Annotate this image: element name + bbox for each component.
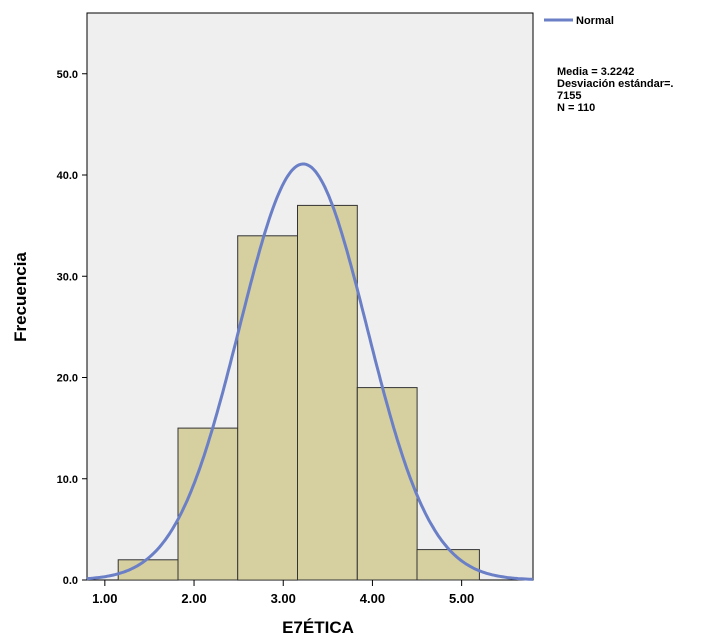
normal-curve-line <box>86 162 534 581</box>
histogram-bar-4 <box>297 204 358 581</box>
legend-normal-label: Normal <box>576 15 614 27</box>
x-axis-label: E7ÉTICA <box>282 618 354 637</box>
stat-n: N = 110 <box>557 102 595 114</box>
y-axis: 0.0 10.0 20.0 30.0 40.0 50.0 <box>57 69 87 587</box>
y-tick-label: 50.0 <box>57 69 78 81</box>
y-tick-label: 0.0 <box>63 575 78 587</box>
x-tick-label: 5.00 <box>449 591 474 606</box>
x-tick-label: 1.00 <box>92 591 117 606</box>
y-tick-label: 30.0 <box>57 271 78 283</box>
y-tick-label: 40.0 <box>57 170 78 182</box>
x-tick-label: 2.00 <box>181 591 206 606</box>
x-tick-label: 4.00 <box>360 591 385 606</box>
bars-layer <box>117 204 480 581</box>
y-tick-label: 10.0 <box>57 474 78 486</box>
stat-sd-cont: 7155 <box>557 90 581 102</box>
x-tick-label: 3.00 <box>271 591 296 606</box>
histogram-bar-2 <box>177 427 239 581</box>
y-tick-label: 20.0 <box>57 373 78 385</box>
x-axis: 1.00 2.00 3.00 4.00 5.00 <box>92 580 474 606</box>
stats-box: Media = 3.2242 Desviación estándar=. 715… <box>557 66 673 114</box>
legend: Normal <box>544 15 614 27</box>
stat-mean: Media = 3.2242 <box>557 66 634 78</box>
y-axis-label: Frecuencia <box>11 252 30 342</box>
histogram-bar-3 <box>237 235 298 581</box>
stat-sd: Desviación estándar=. <box>557 78 673 90</box>
histogram-bar-5 <box>356 387 418 581</box>
